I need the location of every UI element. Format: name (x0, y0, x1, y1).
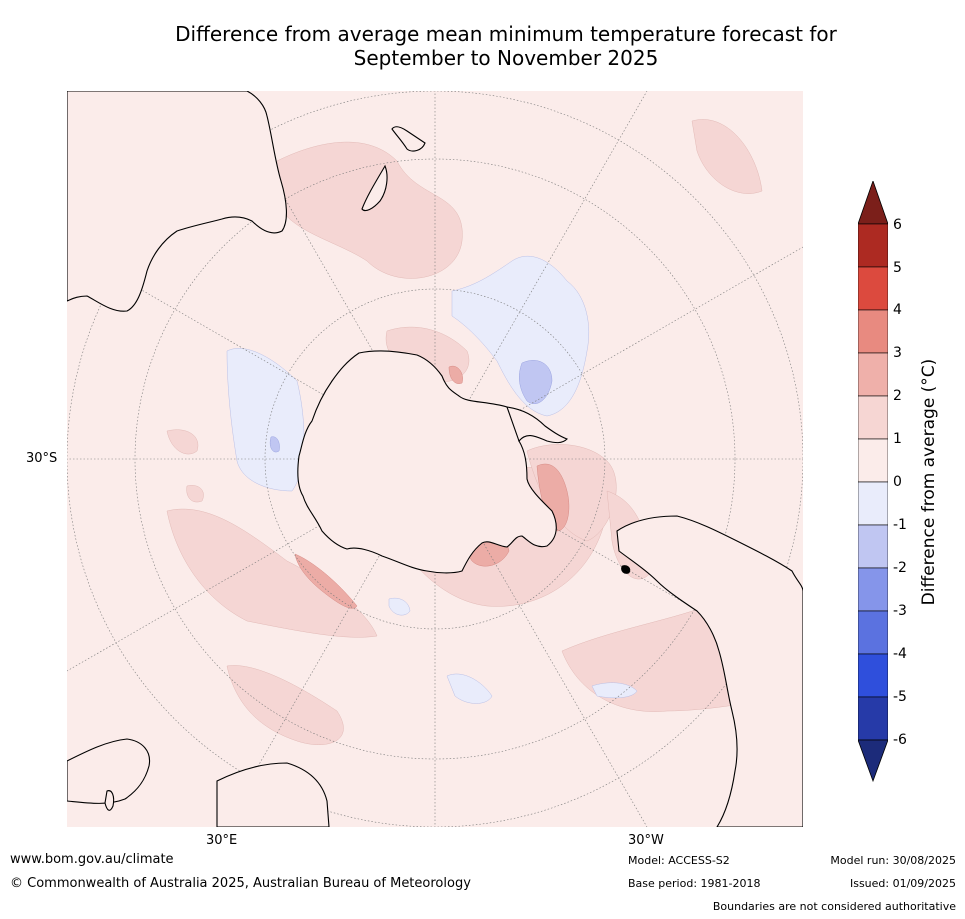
colorbar-bin (858, 223, 888, 268)
colorbar (858, 181, 888, 783)
issued-text: Issued: 01/09/2025 (849, 877, 956, 890)
colorbar-tick-label: -4 (893, 646, 907, 662)
colorbar-bin (858, 524, 888, 569)
colorbar-tick-label: 6 (893, 217, 902, 233)
anomaly-neg1-0-regions (226, 255, 638, 704)
polar-map (67, 91, 803, 827)
title-line-1: Difference from average mean minimum tem… (175, 22, 837, 46)
title-line-2: September to November 2025 (353, 46, 659, 70)
colorbar-label: Difference from average (°C) (919, 358, 939, 606)
new-zealand-outline (361, 126, 426, 212)
colorbar-tick-label: -6 (893, 732, 907, 748)
colorbar-tick-label: 1 (893, 431, 902, 447)
africa-outline (67, 738, 330, 827)
colorbar-bin (858, 266, 888, 311)
colorbar-tick-label: -1 (893, 517, 907, 533)
colorbar-tick-label: -3 (893, 603, 907, 619)
australia-outline (67, 91, 287, 312)
south-america-outline (616, 515, 803, 827)
antarctica-outline (297, 350, 557, 574)
falkland-islands-outline (621, 565, 631, 574)
colorbar-tick-label: 0 (893, 474, 902, 490)
colorbar-tick-label: 2 (893, 388, 902, 404)
copyright-text: © Commonwealth of Australia 2025, Austra… (10, 876, 471, 891)
lon-label-30e: 30°E (206, 833, 238, 848)
lon-label-30w: 30°W (628, 833, 664, 848)
colorbar-under-arrow (858, 739, 888, 783)
colorbar-tick-label: -2 (893, 560, 907, 576)
base-period-text: Base period: 1981-2018 (628, 877, 761, 890)
website-link[interactable]: www.bom.gov.au/climate (10, 852, 174, 867)
colorbar-bin (858, 610, 888, 655)
colorbar-bin (858, 696, 888, 741)
colorbar-tick-label: 3 (893, 345, 902, 361)
anomaly-neg2-neg1-regions (269, 360, 553, 453)
colorbar-tick-label: 5 (893, 260, 902, 276)
colorbar-bin (858, 481, 888, 526)
model-text: Model: ACCESS-S2 (628, 854, 730, 867)
colorbar-over-arrow (858, 181, 888, 225)
map-title: Difference from average mean minimum tem… (100, 22, 912, 70)
map-panel (67, 91, 803, 827)
colorbar-bin (858, 352, 888, 397)
colorbar-bin (858, 653, 888, 698)
colorbar-tick-label: 4 (893, 302, 902, 318)
colorbar-bin (858, 567, 888, 612)
colorbar-bins (858, 223, 888, 741)
antarctic-peninsula-outline (506, 406, 568, 444)
madagascar-outline (104, 790, 115, 811)
disclaimer-text: Boundaries are not considered authoritat… (712, 900, 956, 913)
colorbar-bin (858, 395, 888, 440)
colorbar-bin (858, 438, 888, 483)
model-run-text: Model run: 30/08/2025 (830, 854, 956, 867)
colorbar-bin (858, 309, 888, 354)
colorbar-tick-label: -5 (893, 689, 907, 705)
lat-label-30s: 30°S (26, 451, 58, 466)
